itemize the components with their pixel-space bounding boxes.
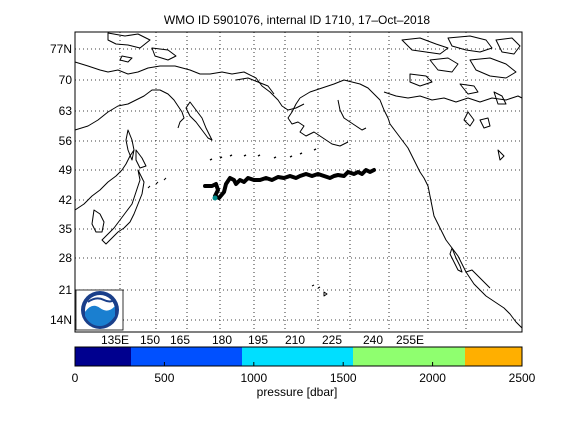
colorbar-swatch [353, 347, 465, 366]
map-graticule [75, 32, 522, 332]
latitude-label: 28 [59, 251, 73, 265]
latitude-label: 21 [59, 283, 73, 297]
latitude-label: 77N [50, 42, 72, 56]
longitude-label: 165 [170, 333, 190, 347]
colorbar-label: pressure [dbar] [257, 385, 338, 399]
latitude-labels: 77N 70 63 56 49 42 35 28 21 14N [50, 42, 72, 327]
latitude-label: 14N [50, 313, 72, 327]
colorbar-swatch [242, 347, 353, 366]
latitude-label: 42 [59, 193, 73, 207]
float-track [203, 168, 376, 201]
coastlines [74, 32, 523, 329]
latitude-label: 70 [59, 73, 73, 87]
pressure-colorbar: 0 500 1000 1500 2000 2500 pressure [dbar] [72, 346, 536, 399]
longitude-labels: 135E 150 165 180 195 210 225 240 255E [101, 333, 424, 347]
colorbar-tick-label: 1500 [330, 371, 357, 385]
longitude-label: 255E [396, 333, 424, 347]
float-start-marker [212, 195, 218, 201]
colorbar-tick-label: 500 [154, 371, 174, 385]
colorbar-tick-label: 1000 [240, 371, 267, 385]
colorbar-swatch [465, 347, 522, 366]
colorbar-swatch [131, 347, 242, 366]
longitude-label: 180 [212, 333, 232, 347]
latitude-label: 63 [59, 104, 73, 118]
longitude-label: 195 [248, 333, 268, 347]
map-frame [74, 31, 523, 333]
colorbar-tick-label: 0 [72, 371, 79, 385]
latitude-label: 56 [59, 134, 73, 148]
colorbar-tick-label: 2000 [419, 371, 446, 385]
longitude-label: 240 [363, 333, 383, 347]
latitude-label: 35 [59, 222, 73, 236]
chart-title: WMO ID 5901076, internal ID 1710, 17–Oct… [164, 13, 430, 27]
colorbar-swatch [75, 347, 131, 366]
noaa-logo [75, 289, 124, 331]
colorbar-tick-label: 2500 [509, 371, 536, 385]
latitude-label: 49 [59, 163, 73, 177]
float-trajectory [203, 168, 376, 200]
longitude-label: 225 [322, 333, 342, 347]
longitude-label: 150 [140, 333, 160, 347]
longitude-label: 210 [285, 333, 305, 347]
longitude-label: 135E [101, 333, 129, 347]
